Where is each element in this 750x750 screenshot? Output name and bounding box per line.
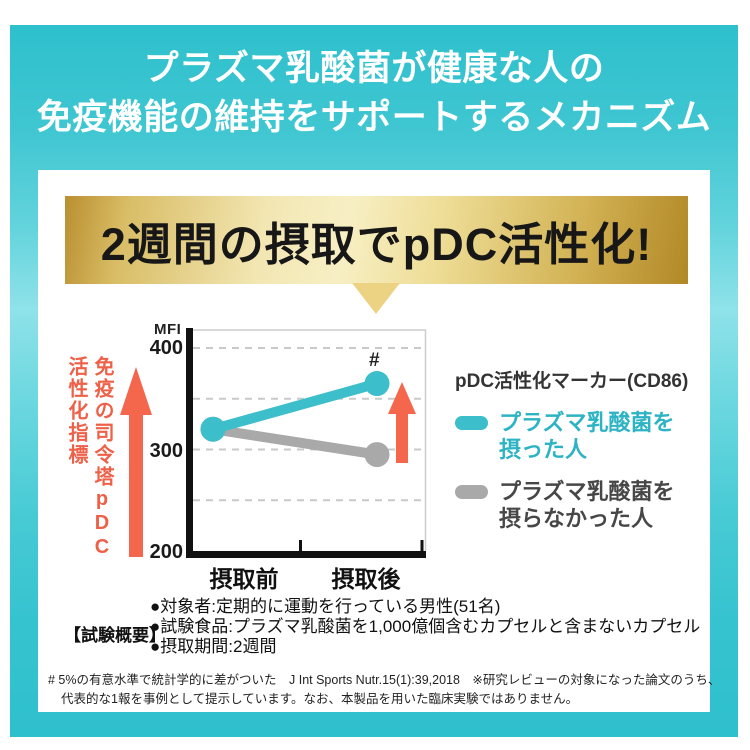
- study-summary-food: ●試験食品:プラズマ乳酸菌を1,000億個含むカプセルと含まないカプセル: [150, 617, 701, 636]
- y-tick-200: 200: [149, 541, 183, 563]
- significance-annotation: #: [369, 350, 380, 371]
- page-title-line1: プラズマ乳酸菌が健康な人の: [143, 49, 605, 88]
- legend-item-taken: プラズマ乳酸菌を 摂った人: [455, 409, 715, 463]
- page-title-line2: 免疫機能の維持をサポートするメカニズム: [36, 98, 712, 137]
- y-tick-400: 400: [149, 337, 183, 359]
- x-tick-after-intake: 摂取後: [331, 566, 401, 592]
- up-arrow-icon: [120, 367, 152, 557]
- footnote: # 5%の有意水準で統計学的に差がついた J Int Sports Nutr.1…: [48, 671, 721, 709]
- banner-pointer-icon: [352, 283, 400, 314]
- data-series: [200, 371, 390, 468]
- study-summary-subjects: ●対象者:定期的に運動を行っている男性(51名): [150, 597, 501, 616]
- y-axis-unit: MFI: [154, 321, 182, 338]
- study-summary-label: 【試験概要】: [64, 626, 166, 645]
- x-axis-line: [186, 551, 426, 558]
- y-tick-300: 300: [149, 440, 183, 462]
- y-axis-caption: 活性化指標 免疫の司令塔pDC: [64, 356, 153, 560]
- headline-banner: 2週間の摂取でpDC活性化!: [65, 196, 688, 284]
- control-line-swatch-icon: [455, 485, 488, 499]
- x-tick-before-intake: 摂取前: [209, 566, 279, 592]
- study-summary-period: ●摂取期間:2週間: [150, 637, 277, 656]
- legend-label-taken: プラズマ乳酸菌を 摂った人: [499, 410, 675, 462]
- increase-arrow-icon: [388, 382, 416, 463]
- headline-text: 2週間の摂取でpDC活性化!: [100, 218, 653, 270]
- legend-title: pDC活性化マーカー(CD86): [455, 371, 689, 392]
- page-title: プラズマ乳酸菌が健康な人の 免疫機能の維持をサポートするメカニズム: [10, 44, 738, 142]
- taken-line-swatch-icon: [455, 416, 488, 430]
- study-summary-list: ●対象者:定期的に運動を行っている男性(51名) ●試験食品:プラズマ乳酸菌を1…: [150, 597, 700, 657]
- legend-label-control: プラズマ乳酸菌を 摂らなかった人: [499, 479, 675, 531]
- legend-item-control: プラズマ乳酸菌を 摂らなかった人: [455, 478, 715, 532]
- y-axis-caption-left-column: 活性化指標: [65, 356, 87, 466]
- footnote-line2: 代表的な1報を事例として提示しています。なお、本製品を用いた臨床実験ではありませ…: [61, 692, 579, 706]
- footnote-line1: # 5%の有意水準で統計学的に差がついた J Int Sports Nutr.1…: [48, 673, 721, 687]
- chart-plot: [186, 328, 427, 558]
- y-axis-line: [186, 328, 193, 558]
- chart-legend: pDC活性化マーカー(CD86) プラズマ乳酸菌を 摂った人 プラズマ乳酸菌を …: [455, 366, 715, 547]
- y-axis-caption-right-column: 免疫の司令塔pDC: [91, 356, 113, 560]
